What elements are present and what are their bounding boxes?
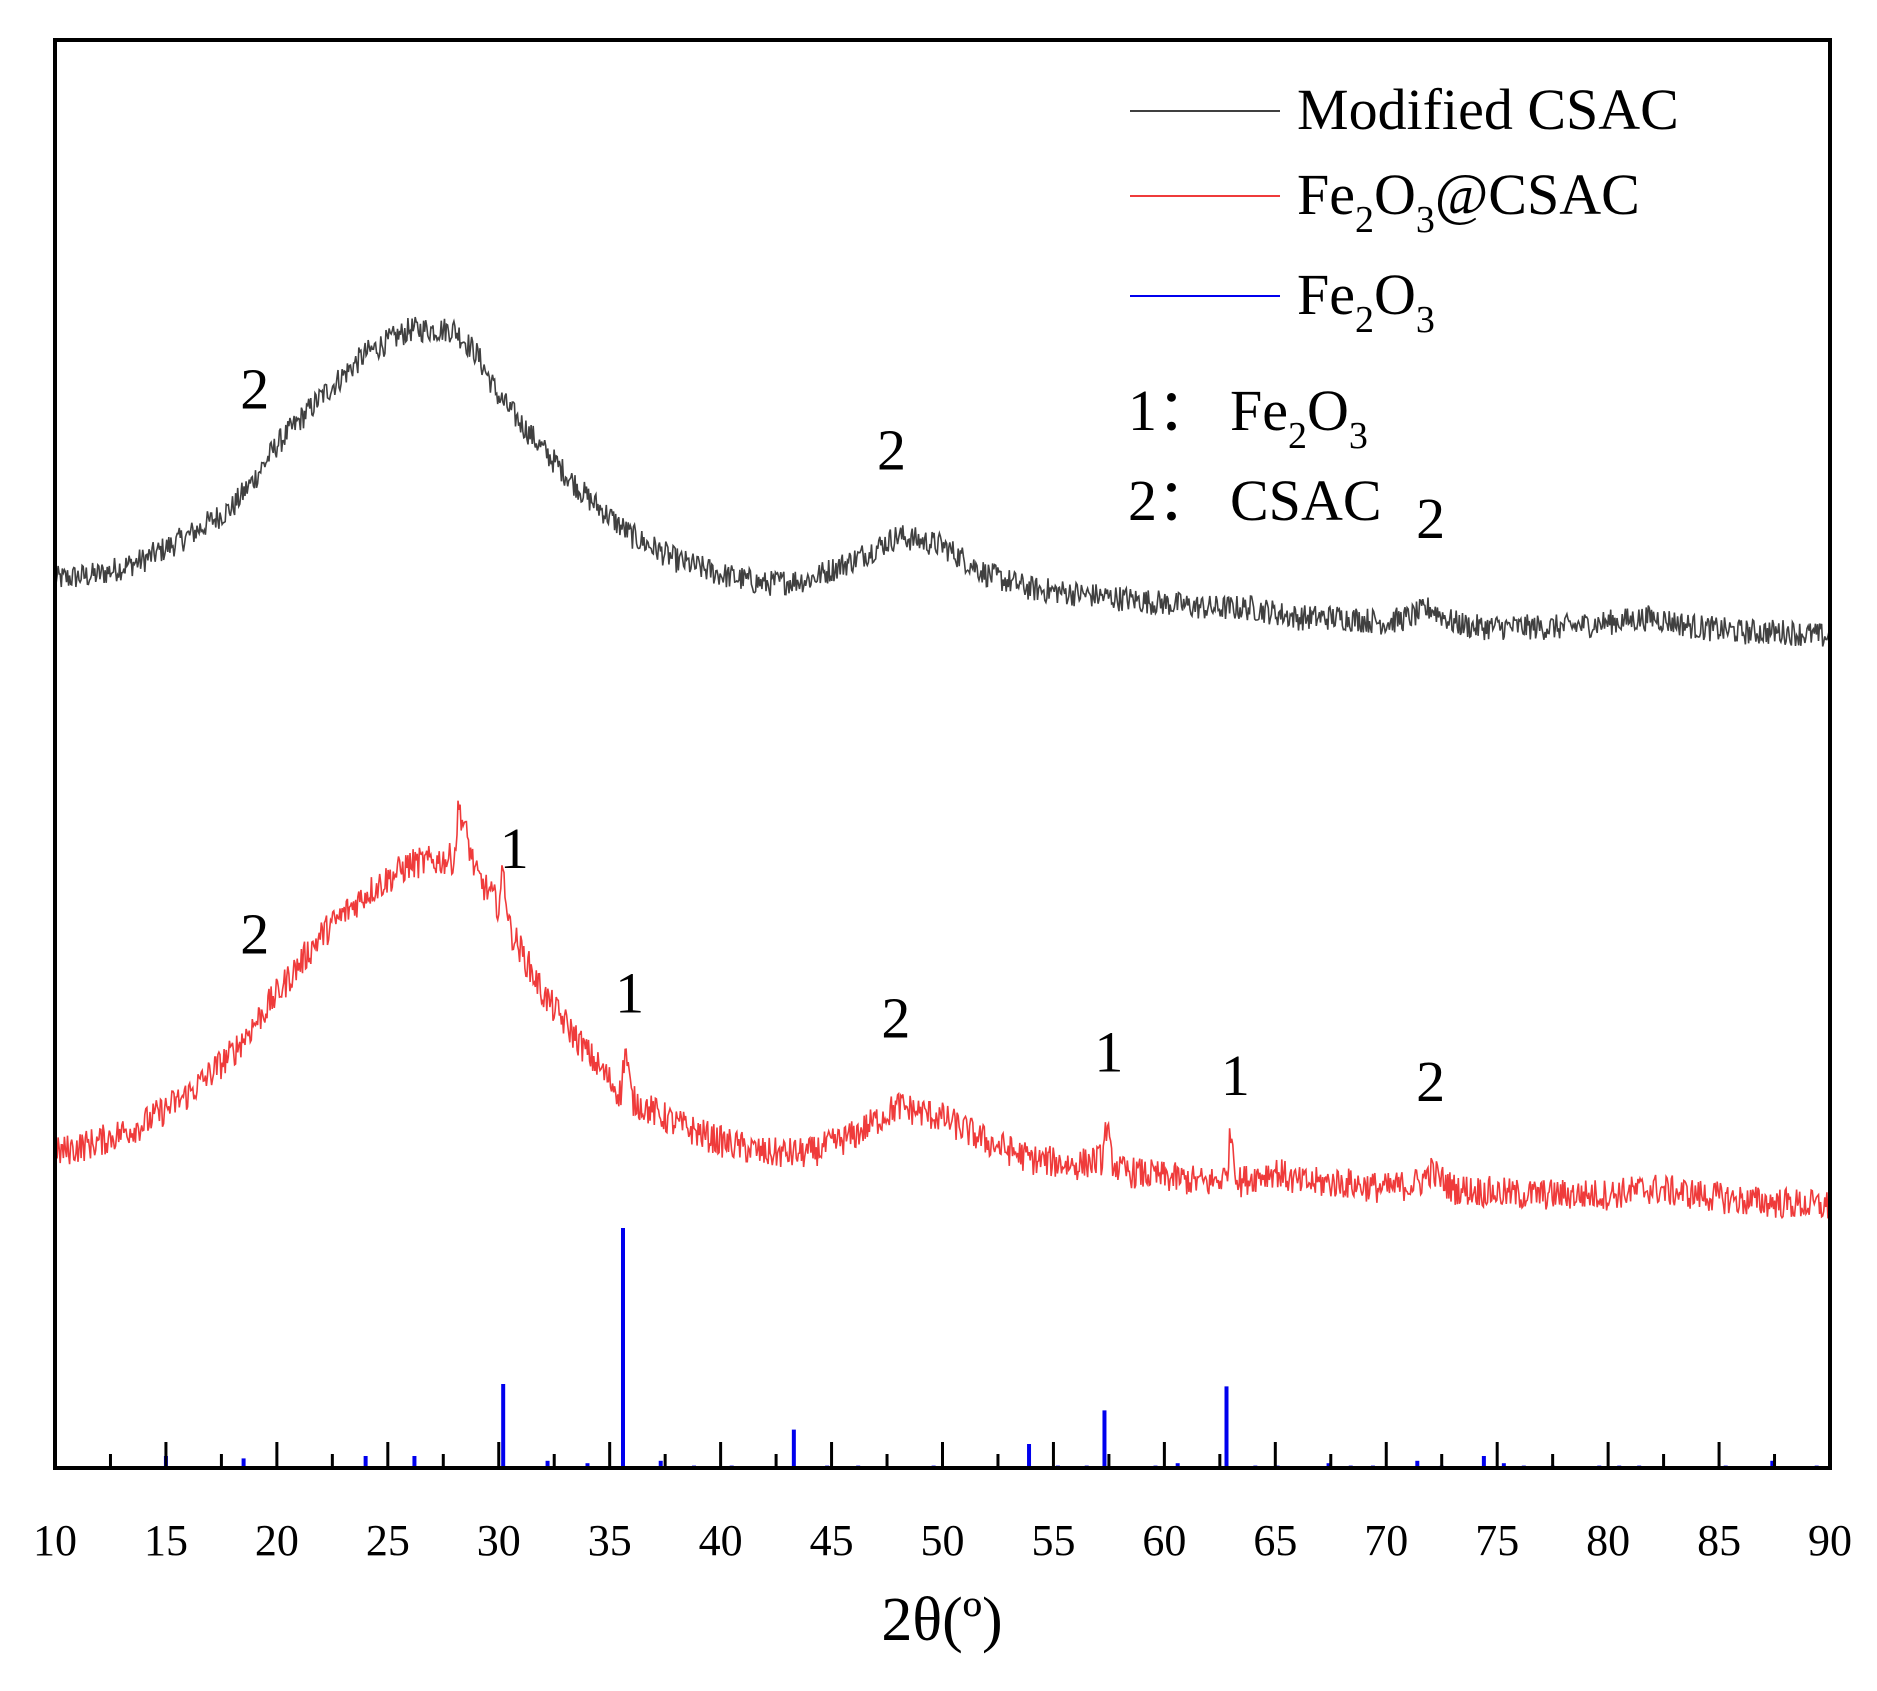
x-axis-label: 2θ(º)	[881, 1586, 1002, 1654]
peak-key-item: 1： Fe2O3	[1128, 378, 1368, 457]
peak-label: 2	[877, 418, 906, 483]
peak-label: 1	[615, 961, 644, 1026]
x-tick-label: 55	[1031, 1516, 1075, 1565]
x-tick-label: 10	[33, 1516, 77, 1565]
peak-key-number: 1：	[1128, 378, 1215, 443]
x-tick-label: 90	[1808, 1516, 1852, 1565]
x-tick-label: 70	[1364, 1516, 1408, 1565]
plot-frame	[53, 38, 1832, 1470]
x-tick-label: 80	[1586, 1516, 1630, 1565]
series-0-line	[54, 316, 1831, 647]
peak-annotations: 2 2 2 1 2 1 2 1 1 2	[240, 356, 1445, 1114]
peak-key-label: Fe2O3	[1230, 378, 1368, 457]
x-tick-label: 15	[144, 1516, 188, 1565]
peak-label: 1	[1094, 1020, 1123, 1085]
x-tick-label: 25	[366, 1516, 410, 1565]
x-tick-label: 40	[699, 1516, 743, 1565]
x-tick-label: 35	[588, 1516, 632, 1565]
peak-label: 1	[1221, 1043, 1250, 1108]
peak-label: 2	[240, 902, 269, 967]
peak-label: 2	[240, 356, 269, 421]
x-tick-label: 85	[1697, 1516, 1741, 1565]
peak-label: 2	[881, 986, 910, 1051]
x-axis: 10 15 20 25 30 35 40 45 50 55 60 65 70 75 80 85 90	[33, 1442, 1852, 1565]
x-tick-label: 60	[1142, 1516, 1186, 1565]
legend: Modified CSAC Fe2O3@CSAC Fe2O3	[1130, 77, 1679, 341]
peak-label: 1	[500, 816, 529, 881]
peak-label: 2	[1416, 1049, 1445, 1114]
x-tick-label: 20	[255, 1516, 299, 1565]
peak-key-number: 2：	[1128, 468, 1215, 533]
peak-key-label: CSAC	[1230, 468, 1382, 533]
series-layer	[54, 316, 1831, 1468]
x-tick-label: 50	[921, 1516, 965, 1565]
peak-key-item: 2： CSAC	[1128, 468, 1382, 533]
series-1-line	[54, 800, 1831, 1220]
x-tick-label: 45	[810, 1516, 854, 1565]
legend-label: Fe2O3	[1297, 262, 1435, 341]
x-tick-label: 30	[477, 1516, 521, 1565]
legend-label: Fe2O3@CSAC	[1297, 162, 1640, 241]
legend-label: Modified CSAC	[1297, 77, 1679, 142]
peak-label: 2	[1416, 486, 1445, 551]
x-tick-label: 65	[1253, 1516, 1297, 1565]
x-tick-label: 75	[1475, 1516, 1519, 1565]
